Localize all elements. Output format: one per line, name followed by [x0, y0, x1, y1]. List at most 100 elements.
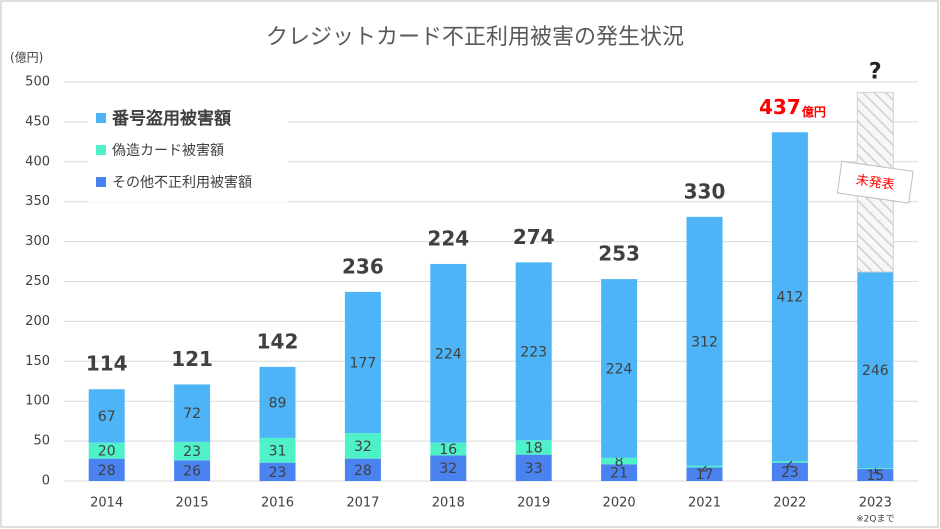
bar-segment: [686, 465, 723, 468]
legend-swatch: [96, 145, 106, 155]
bar-segment: [686, 216, 723, 466]
bar-segment: [430, 442, 467, 456]
legend-box: [88, 98, 288, 202]
x-tick-label: 2017: [346, 496, 379, 511]
total-label: 114: [86, 352, 128, 376]
bar-segment: [515, 440, 552, 455]
segment-label: 224: [435, 346, 462, 362]
bar-segment: [174, 460, 211, 481]
segment-label: 31: [269, 443, 287, 459]
segment-label: 2: [785, 455, 794, 471]
segment-label: 1: [871, 462, 880, 478]
segment-label: 28: [98, 463, 116, 479]
x-tick-label: 2021: [688, 496, 721, 511]
bar-segment: [259, 462, 296, 481]
total-label: 236: [342, 254, 384, 278]
segment-label: 17: [696, 467, 714, 483]
segment-label: 2: [700, 460, 709, 476]
segment-label: 23: [269, 465, 287, 481]
segment-label: 223: [520, 344, 547, 360]
legend-swatch: [96, 113, 106, 123]
bar-segment: [601, 464, 638, 481]
total-label: 330: [684, 179, 726, 203]
x-tick-label: 2019: [517, 496, 550, 511]
segment-label: 28: [354, 463, 372, 479]
segment-label: 23: [183, 444, 201, 460]
legend-label: 偽造カード被害額: [112, 143, 224, 159]
chart-title: クレジットカード不正利用被害の発生状況: [266, 25, 684, 50]
total-label: 121: [171, 347, 213, 371]
segment-label: 312: [691, 334, 718, 350]
bar-segment: [88, 458, 125, 481]
segment-label: 26: [183, 464, 201, 480]
y-tick-label: 100: [25, 394, 50, 409]
total-label: 142: [257, 329, 299, 353]
y-tick-label: 400: [25, 154, 50, 169]
bar-segment: [601, 457, 638, 465]
total-label: 253: [598, 242, 640, 266]
bar-segment: [88, 389, 125, 443]
total-label: 224: [427, 226, 469, 250]
pending-mark: ?: [869, 59, 882, 84]
segment-label: 89: [269, 395, 287, 411]
y-tick-label: 150: [25, 354, 50, 369]
x-tick-label: 2022: [773, 496, 806, 511]
segment-label: 72: [183, 406, 201, 422]
y-tick-label: 0: [42, 474, 50, 489]
segment-label: 33: [525, 461, 543, 477]
bar-segment: [344, 433, 381, 459]
bar-segment: [857, 468, 894, 470]
segment-label: 67: [98, 409, 116, 425]
total-label: 274: [513, 225, 555, 249]
total-label: 437: [759, 95, 801, 119]
segment-label: 21: [610, 466, 628, 482]
segment-label: 246: [862, 363, 889, 379]
legend-label: その他不正利用被害額: [112, 175, 252, 191]
segment-label: 32: [354, 439, 372, 455]
bar-segment: [259, 437, 296, 463]
x-tick-label: 2015: [176, 496, 209, 511]
bar-segment: [259, 366, 296, 438]
bar-segment: [344, 458, 381, 481]
y-tick-label: 500: [25, 75, 50, 90]
y-tick-label: 300: [25, 234, 50, 249]
bar-segment: [857, 271, 894, 469]
bar-segment: [771, 462, 808, 481]
pending-box: [836, 160, 914, 204]
segment-label: 32: [439, 461, 457, 477]
segment-label: 412: [777, 290, 804, 306]
y-tick-label: 200: [25, 314, 50, 329]
y-unit: (億円): [10, 51, 43, 65]
y-tick-label: 250: [25, 274, 50, 289]
bar-segment: [601, 279, 638, 458]
pending-note: ※2Qまで: [856, 514, 894, 525]
bar-segment: [430, 263, 467, 443]
bar-segment: [515, 262, 552, 441]
segment-label: 15: [866, 468, 884, 484]
y-tick-label: 450: [25, 114, 50, 129]
bar-segment: [430, 455, 467, 481]
bar-segment: [686, 467, 723, 481]
x-tick-label: 2020: [603, 496, 636, 511]
x-tick-label: 2018: [432, 496, 465, 511]
bar-segment: [515, 454, 552, 481]
legend-label: 番号盗用被害額: [111, 108, 231, 129]
segment-label: 224: [606, 361, 633, 377]
bar-segment: [88, 442, 125, 459]
bar-segment: [771, 461, 808, 463]
segment-label: 16: [439, 442, 457, 458]
bar-segment: [174, 441, 211, 461]
bar-segment: [771, 132, 808, 462]
bar-segment: [857, 469, 894, 481]
x-tick-label: 2014: [90, 496, 123, 511]
legend-swatch: [96, 177, 106, 187]
x-tick-label: 2023: [859, 496, 892, 511]
total-suffix: 億円: [802, 104, 826, 119]
segment-label: 8: [615, 454, 624, 470]
y-tick-label: 350: [25, 194, 50, 209]
bar-segment: [174, 384, 211, 442]
segment-label: 20: [98, 444, 116, 460]
segment-label: 18: [525, 440, 543, 456]
pending-label: 未発表: [855, 173, 896, 193]
